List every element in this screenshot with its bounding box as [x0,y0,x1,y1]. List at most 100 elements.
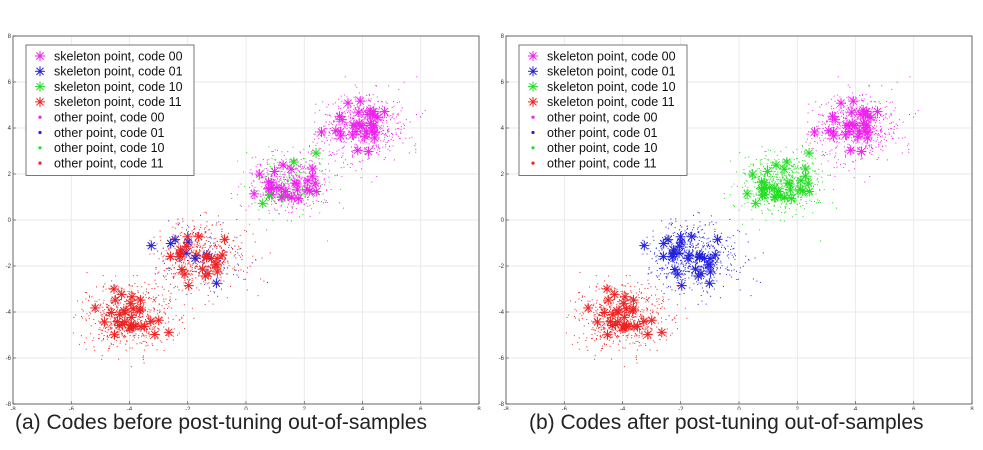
other-point-code-00 [371,138,373,140]
other-point-code-01 [174,258,176,260]
other-point-code-00 [323,184,325,186]
other-point-code-00 [875,133,877,135]
other-point-code-11 [658,298,660,300]
other-point-code-11 [240,253,242,255]
other-point-code-10 [798,191,800,193]
other-point-code-11 [200,224,202,226]
other-point-code-00 [883,132,885,134]
other-point-code-11 [175,223,177,225]
other-point-code-11 [117,328,119,330]
other-point-code-11 [204,243,206,245]
other-point-code-11 [209,229,211,231]
other-point-code-01 [713,270,715,272]
other-point-code-01 [666,276,668,278]
skeleton-point-code-01 [639,240,650,251]
other-point-code-00 [868,144,870,146]
other-point-code-11 [158,303,160,305]
other-point-code-11 [129,301,131,303]
other-point-code-11 [206,221,208,223]
other-point-code-00 [851,98,853,100]
other-point-code-10 [310,165,312,167]
other-point-code-11 [618,335,620,337]
other-point-code-10 [762,166,764,168]
other-point-code-00 [287,166,289,168]
other-point-code-11 [190,274,192,276]
other-point-code-11 [159,311,161,313]
other-point-code-11 [638,322,640,324]
other-point-code-10 [767,149,769,151]
other-point-code-11 [138,323,140,325]
other-point-code-00 [393,105,395,107]
other-point-code-10 [768,176,770,178]
other-point-code-10 [804,194,806,196]
other-point-code-00 [352,151,354,153]
other-point-code-11 [113,304,115,306]
other-point-code-00 [351,155,353,157]
skeleton-point-code-00 [858,104,869,115]
other-point-code-01 [716,266,718,268]
other-point-code-10 [767,182,769,184]
other-point-code-01 [707,245,709,247]
other-point-code-00 [844,150,846,152]
other-point-code-10 [793,169,795,171]
other-point-code-00 [360,132,362,134]
other-point-code-00 [351,156,353,158]
other-point-code-11 [175,252,177,254]
other-point-code-11 [215,224,217,226]
other-point-code-10 [753,195,755,197]
other-point-code-00 [367,158,369,160]
other-point-code-01 [697,242,699,244]
other-point-code-00 [837,111,839,113]
other-point-code-00 [379,106,381,108]
other-point-code-11 [153,309,155,311]
other-point-code-00 [316,135,318,137]
other-point-code-11 [126,329,128,331]
other-point-code-10 [300,169,302,171]
other-point-code-10 [767,184,769,186]
skeleton-point-code-10 [779,164,790,175]
other-point-code-00 [884,116,886,118]
other-point-code-00 [387,148,389,150]
other-point-code-01 [725,268,727,270]
other-point-code-00 [254,198,256,200]
other-point-code-00 [278,162,280,164]
other-point-code-11 [125,343,127,345]
other-point-code-00 [861,104,863,106]
other-point-code-10 [744,182,746,184]
other-point-code-00 [304,185,306,187]
other-point-code-10 [809,177,811,179]
other-point-code-10 [268,146,270,148]
other-point-code-00 [316,177,318,179]
other-point-code-00 [909,76,911,78]
other-point-code-00 [871,131,873,133]
other-point-code-01 [690,233,692,235]
other-point-code-00 [286,189,288,191]
other-point-code-11 [190,264,192,266]
other-point-code-11 [621,283,623,285]
other-point-code-11 [199,267,201,269]
other-point-code-11 [218,283,220,285]
other-point-code-01 [731,245,733,247]
skeleton-point-code-01 [211,278,222,289]
other-point-code-00 [885,139,887,141]
other-point-code-01 [186,260,188,262]
other-point-code-00 [356,105,358,107]
other-point-code-10 [799,168,801,170]
other-point-code-01 [762,252,764,254]
other-point-code-11 [150,297,152,299]
other-point-code-00 [317,184,319,186]
other-point-code-00 [842,120,844,122]
other-point-code-00 [848,96,850,98]
other-point-code-00 [283,176,285,178]
other-point-code-01 [668,223,670,225]
other-point-code-01 [665,226,667,228]
other-point-code-01 [703,232,705,234]
other-point-code-10 [771,176,773,178]
other-point-code-11 [635,334,637,336]
other-point-code-00 [363,118,365,120]
other-point-code-11 [127,295,129,297]
skeleton-point-code-01 [705,266,716,277]
other-point-code-01 [687,266,689,268]
other-point-code-11 [198,245,200,247]
other-point-code-00 [868,146,870,148]
